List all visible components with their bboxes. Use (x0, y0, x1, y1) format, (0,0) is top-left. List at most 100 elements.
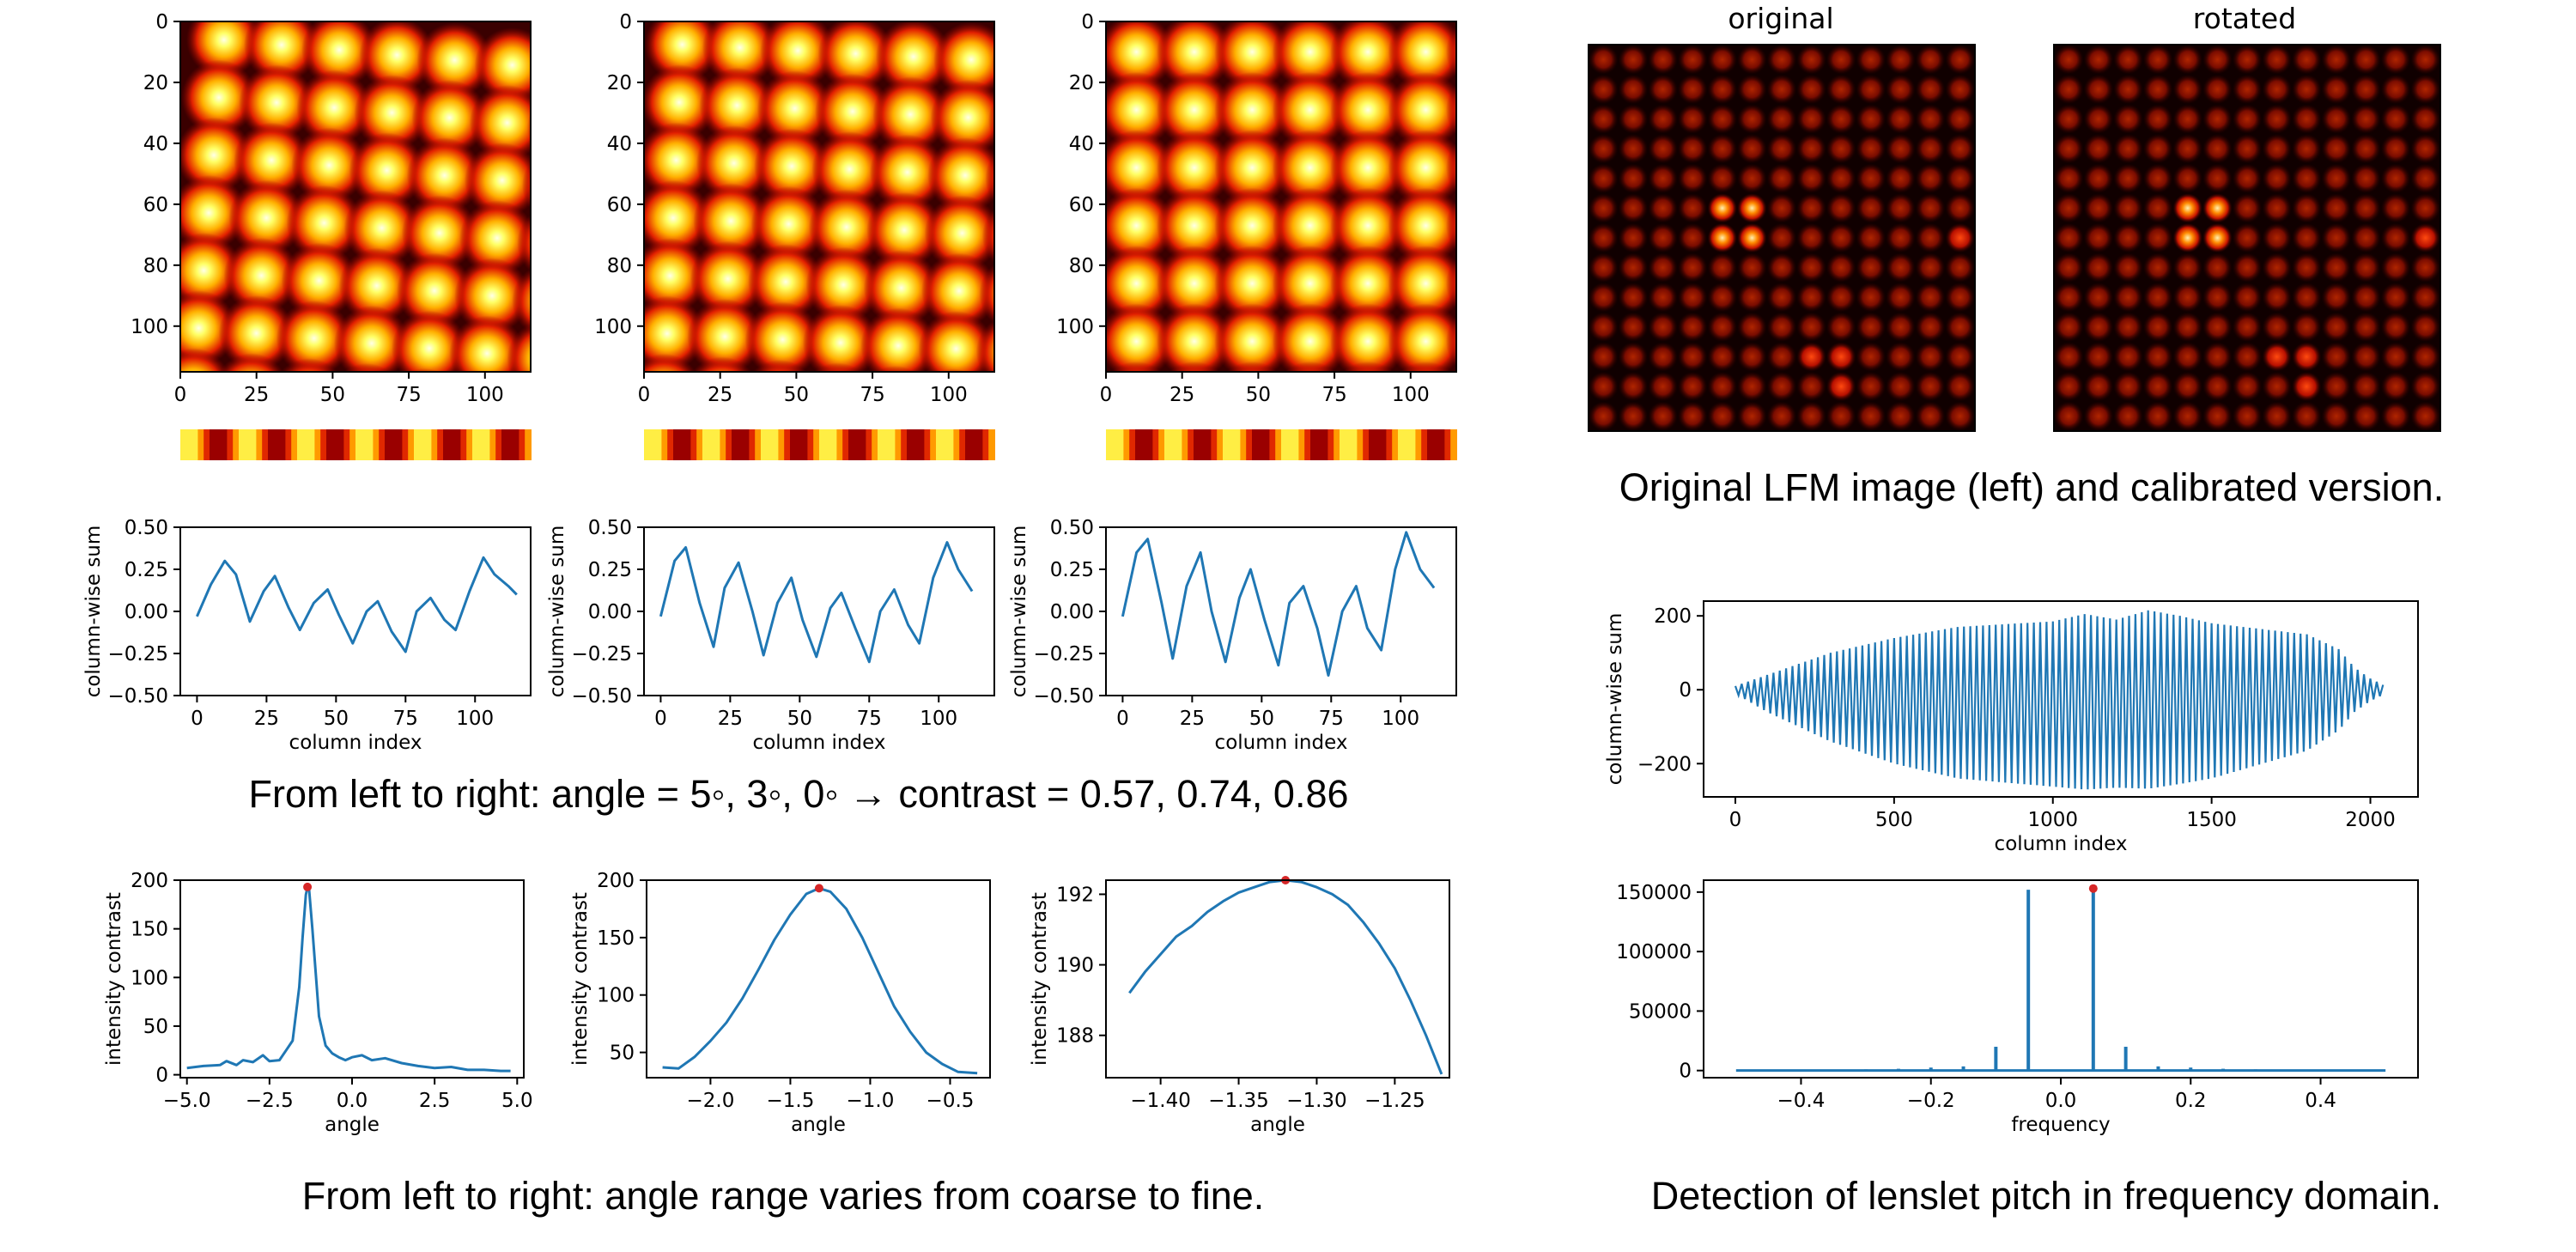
y-tick-label: 0 (1081, 11, 1094, 33)
profile-strip-cell (1403, 429, 1411, 460)
profile-strip-cell (302, 429, 310, 460)
profile-strip-cell (702, 429, 709, 460)
profile-strip-cell (1158, 429, 1165, 460)
lenslet (1707, 193, 1738, 223)
x-tick-label: 1000 (2027, 809, 2078, 831)
x-tick-label: 25 (718, 708, 743, 730)
lenslet (2321, 282, 2352, 313)
x-axis-label: angle (325, 1114, 380, 1136)
lenslet (2142, 312, 2173, 343)
lenslet (2202, 312, 2233, 343)
lenslet (1737, 282, 1767, 313)
y-axis-label: intensity contrast (569, 892, 592, 1066)
profile-strip-cell (830, 429, 838, 460)
lenslet (2202, 74, 2233, 105)
lenslet (1886, 282, 1916, 313)
lenslet (1945, 371, 1976, 402)
x-tick-label: 50 (787, 708, 812, 730)
lenslet (2142, 401, 2173, 432)
heatmap-spot (1156, 303, 1232, 372)
heatmap-spot (343, 190, 420, 266)
lenslet (2321, 342, 2352, 372)
peak-marker (2088, 884, 2098, 893)
lenslet (2202, 401, 2233, 432)
lenslet (2054, 193, 2084, 223)
lenslet (2172, 282, 2203, 313)
contrast-coarse-axes: −5.0 −2.5 0.0 2.5 5.0 0 50 100 150 200 angle intens… (103, 870, 533, 1136)
lenslet (1766, 342, 1797, 372)
y-tick-label: −0.25 (1034, 643, 1094, 666)
y-tick-label: 0.50 (1050, 517, 1094, 539)
lenslet (1589, 342, 1619, 372)
lenslet (1915, 104, 1946, 134)
heatmap-spot (301, 21, 378, 88)
lenslet (1796, 193, 1826, 223)
profile-strip-cell (337, 429, 345, 460)
y-tick-label: 80 (607, 255, 632, 277)
lenslet (1766, 74, 1797, 105)
lenslet (2172, 74, 2203, 105)
caption-angle-range: From left to right: angle range varies f… (302, 1174, 1265, 1218)
x-tick-label: 50 (1249, 708, 1274, 730)
y-axis-label: column-wise sum (1604, 613, 1626, 786)
profile-strip-cell (1421, 429, 1428, 460)
lenslet (2083, 252, 2114, 283)
lenslet (1648, 133, 1678, 164)
y-axis-label: column-wise sum (546, 526, 568, 698)
profile-strip-cell (970, 429, 978, 460)
heatmap-spot (1106, 21, 1175, 90)
heatmap-spot (392, 310, 468, 372)
lenslet (1677, 222, 1708, 253)
profile-strip-cell (495, 429, 502, 460)
x-tick-label: 0 (1116, 708, 1129, 730)
heatmap-spot (343, 362, 391, 372)
y-tick-label: −0.25 (108, 643, 168, 666)
y-tick-label: −0.50 (108, 685, 168, 708)
lenslet (2410, 252, 2441, 283)
profile-strip-cell (941, 429, 949, 460)
heatmap-spot (354, 75, 430, 151)
profile-strip-cell (889, 429, 896, 460)
lenslet (2321, 371, 2352, 402)
lenslet (2321, 133, 2352, 164)
plot-frame (1105, 879, 1450, 1079)
heatmap-spot (180, 233, 242, 309)
lenslet (1886, 193, 1916, 223)
profile-strip-cell (684, 429, 692, 460)
profile-strip-cell (519, 429, 526, 460)
profile-strip-cell (842, 429, 849, 460)
lenslet (1886, 222, 1916, 253)
lenslet (1915, 74, 1946, 105)
profile-strip-cell (824, 429, 832, 460)
y-tick-label: 150 (131, 919, 168, 941)
lenslet (1677, 193, 1708, 223)
profile-strip-cell (778, 429, 786, 460)
lenslet (1707, 45, 1738, 75)
lenslet (2232, 222, 2263, 253)
heatmap-spot (180, 117, 252, 193)
lenslet (2291, 371, 2322, 402)
lenslet (2321, 163, 2352, 194)
y-tick-label: −0.50 (1034, 685, 1094, 708)
y-axis-label: column-wise sum (1008, 526, 1030, 698)
lfm-title-original: original (1728, 2, 1833, 35)
lenslet (2380, 222, 2411, 253)
lenslet (1589, 222, 1619, 253)
profile-strip-cell (402, 429, 410, 460)
lenslet (1589, 45, 1619, 75)
lenslet (1826, 371, 1856, 402)
lenslet (1707, 163, 1738, 194)
lenslet (2083, 401, 2114, 432)
lenslet (1826, 222, 1856, 253)
profile-strip-cell (784, 429, 791, 460)
profile-strip-cell (1281, 429, 1288, 460)
x-tick-label: 75 (393, 708, 418, 730)
profile-strip-cell (1234, 429, 1242, 460)
heatmap-spot (690, 240, 766, 317)
lenslet (1589, 312, 1619, 343)
heatmap-spot (693, 183, 769, 259)
heatmap-spot (416, 21, 493, 98)
y-tick-label: 100 (597, 985, 635, 1007)
x-axis-label: angle (1250, 1114, 1305, 1136)
x-tick-label: 25 (244, 384, 269, 406)
